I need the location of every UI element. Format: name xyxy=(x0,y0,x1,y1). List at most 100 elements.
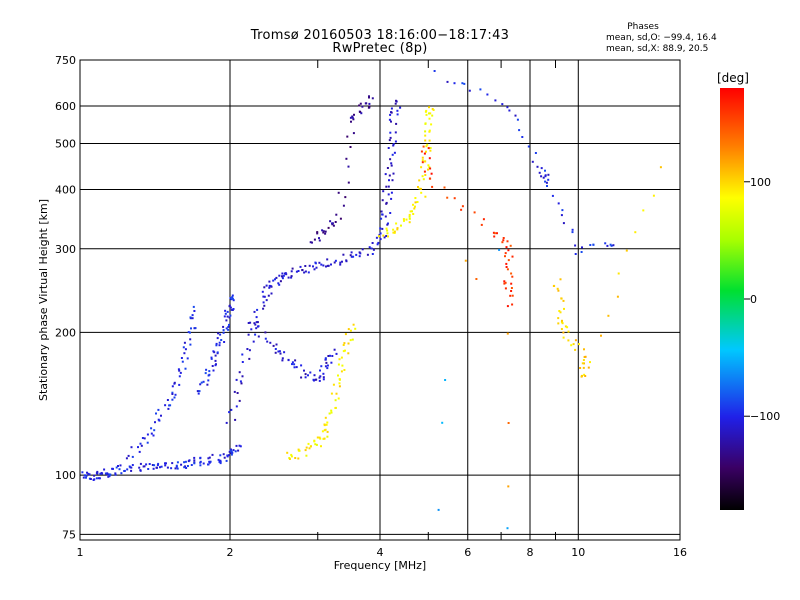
data-point xyxy=(215,342,218,345)
data-point xyxy=(235,405,238,408)
data-point xyxy=(350,255,353,258)
x-tick-label: 16 xyxy=(673,546,687,559)
data-point xyxy=(352,323,355,326)
data-point xyxy=(418,179,421,182)
data-point xyxy=(504,255,506,258)
data-point xyxy=(617,272,620,275)
data-point xyxy=(563,307,565,310)
data-point xyxy=(189,338,192,341)
data-point xyxy=(228,305,231,308)
data-point xyxy=(85,474,88,477)
data-point xyxy=(143,437,146,440)
data-point xyxy=(274,278,276,281)
data-point xyxy=(571,231,574,234)
colorbar xyxy=(720,88,744,510)
data-point xyxy=(171,391,174,394)
data-point xyxy=(117,465,119,467)
data-point xyxy=(155,412,157,415)
data-point xyxy=(95,477,98,480)
data-point xyxy=(427,147,430,150)
data-point xyxy=(207,457,210,460)
data-point xyxy=(254,333,257,336)
data-point xyxy=(368,102,371,105)
data-point xyxy=(237,449,240,452)
data-point xyxy=(185,467,188,469)
data-point xyxy=(634,231,637,234)
data-point xyxy=(264,331,267,334)
data-point xyxy=(312,265,314,268)
data-point xyxy=(171,462,174,465)
data-point xyxy=(232,449,235,452)
data-point xyxy=(461,82,464,85)
data-point xyxy=(506,106,509,109)
data-point xyxy=(426,143,429,146)
data-point xyxy=(493,235,496,238)
y-tick-label: 400 xyxy=(55,184,76,197)
data-point xyxy=(506,268,509,271)
data-point xyxy=(473,211,476,214)
data-point xyxy=(295,366,298,369)
data-point xyxy=(431,114,434,117)
data-point xyxy=(227,328,230,331)
data-point xyxy=(507,249,510,252)
data-point xyxy=(427,168,429,171)
data-point xyxy=(388,174,391,177)
data-point xyxy=(219,462,222,465)
data-point xyxy=(215,344,218,347)
data-point xyxy=(309,241,312,244)
data-point xyxy=(368,96,370,99)
data-point xyxy=(540,175,543,178)
data-point xyxy=(229,306,232,309)
data-point xyxy=(510,282,513,285)
data-point xyxy=(574,348,577,351)
data-point xyxy=(327,355,330,357)
data-point xyxy=(479,88,482,91)
data-point xyxy=(556,287,559,290)
data-point xyxy=(297,270,300,272)
data-point xyxy=(396,228,399,231)
data-point xyxy=(114,473,117,476)
data-point xyxy=(324,416,327,419)
data-point xyxy=(460,208,463,211)
data-point xyxy=(391,153,394,156)
data-point xyxy=(186,357,189,360)
data-point xyxy=(206,383,209,386)
data-point xyxy=(218,344,221,347)
data-point xyxy=(238,371,241,374)
data-point xyxy=(213,351,216,354)
data-point xyxy=(344,333,347,336)
data-point xyxy=(427,164,430,167)
data-point xyxy=(229,314,232,317)
data-point xyxy=(307,271,310,274)
data-point xyxy=(396,109,399,112)
data-point xyxy=(337,191,340,194)
data-point xyxy=(215,363,217,366)
data-point xyxy=(381,227,384,230)
data-point xyxy=(249,321,252,324)
data-point xyxy=(544,169,546,172)
data-point xyxy=(345,157,348,160)
data-point xyxy=(567,330,570,333)
data-point xyxy=(366,253,369,256)
data-point xyxy=(420,166,423,169)
data-point xyxy=(349,116,352,119)
data-point xyxy=(338,382,341,385)
data-point xyxy=(230,453,233,456)
data-point xyxy=(228,411,231,414)
data-point xyxy=(339,217,342,220)
data-point xyxy=(349,339,352,342)
data-point xyxy=(583,373,586,376)
data-point xyxy=(557,322,560,325)
data-point xyxy=(381,213,384,216)
data-point xyxy=(393,230,396,233)
data-point xyxy=(208,373,211,376)
data-point xyxy=(86,471,88,474)
data-point xyxy=(414,201,417,204)
y-tick-label: 500 xyxy=(55,138,76,151)
data-point xyxy=(165,462,167,465)
data-point xyxy=(347,342,350,345)
data-point xyxy=(232,299,235,302)
data-point xyxy=(193,462,196,465)
data-point xyxy=(300,364,303,367)
data-point xyxy=(536,165,539,168)
